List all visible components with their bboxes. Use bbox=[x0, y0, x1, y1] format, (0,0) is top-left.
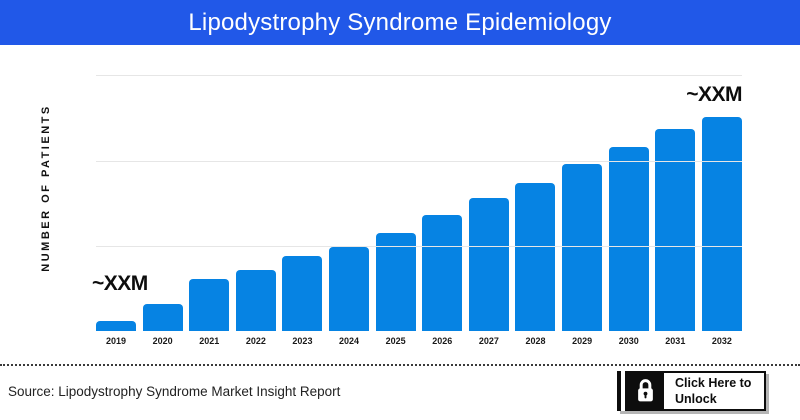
x-tick-label-2020: 2020 bbox=[152, 336, 173, 346]
bar-column-2030: 2030 bbox=[608, 75, 649, 346]
x-tick-label-2032: 2032 bbox=[711, 336, 732, 346]
bar-2027 bbox=[468, 197, 509, 331]
source-text: Source: Lipodystrophy Syndrome Market In… bbox=[8, 384, 341, 399]
bar-2020 bbox=[142, 304, 183, 331]
button-label-box: Click Here to Unlock bbox=[664, 373, 765, 409]
bar-2025 bbox=[375, 232, 416, 331]
header-banner: Lipodystrophy Syndrome Epidemiology bbox=[0, 0, 800, 45]
x-tick-label-2028: 2028 bbox=[525, 336, 546, 346]
bar-column-2023: 2023 bbox=[282, 75, 323, 346]
x-tick-label-2031: 2031 bbox=[665, 336, 686, 346]
button-label: Click Here to Unlock bbox=[675, 375, 752, 406]
bar-column-2021: 2021 bbox=[189, 75, 230, 346]
x-tick-label-2021: 2021 bbox=[199, 336, 220, 346]
bar-column-2027: 2027 bbox=[468, 75, 509, 346]
button-accent-gap bbox=[621, 371, 625, 411]
x-tick-label-2019: 2019 bbox=[105, 336, 127, 346]
click-here-to-unlock-button[interactable]: Click Here to Unlock bbox=[617, 371, 767, 411]
bar-2031 bbox=[655, 129, 696, 331]
button-accent-bar bbox=[617, 371, 621, 411]
x-tick-label-2025: 2025 bbox=[385, 336, 406, 346]
bar-column-2019: 2019 bbox=[96, 75, 136, 346]
bar-2026 bbox=[422, 215, 463, 331]
bar-2021 bbox=[189, 279, 230, 331]
gridline bbox=[96, 246, 742, 247]
gridline bbox=[96, 161, 742, 162]
padlock-icon bbox=[638, 379, 653, 402]
first-bar-value-annotation: ~XXM bbox=[92, 272, 148, 295]
bar-2029 bbox=[562, 164, 603, 331]
footer-divider bbox=[0, 364, 800, 366]
x-tick-label-2030: 2030 bbox=[618, 336, 639, 346]
bar-column-2020: 2020 bbox=[142, 75, 183, 346]
bar-2023 bbox=[282, 256, 323, 331]
bar-2022 bbox=[235, 270, 276, 331]
x-tick-label-2026: 2026 bbox=[432, 336, 453, 346]
x-tick-label-2029: 2029 bbox=[572, 336, 593, 346]
bar-chart-plot-area: 2019 2020 2021 2022 2023 2024 2025 2026 2027 2028… bbox=[96, 75, 742, 346]
bar-column-2024: 2024 bbox=[329, 75, 370, 346]
bar-column-2025: 2025 bbox=[375, 75, 416, 346]
bar-column-2029: 2029 bbox=[562, 75, 603, 346]
page-title: Lipodystrophy Syndrome Epidemiology bbox=[188, 8, 612, 36]
x-tick-label-2023: 2023 bbox=[292, 336, 313, 346]
bar-2019 bbox=[96, 321, 136, 331]
lock-icon-box bbox=[627, 373, 664, 409]
bar-column-2026: 2026 bbox=[422, 75, 463, 346]
last-bar-value-annotation: ~XXM bbox=[686, 83, 742, 106]
bar-2028 bbox=[515, 183, 556, 331]
bar-column-2032: 2032 bbox=[701, 75, 742, 346]
bar-column-2028: 2028 bbox=[515, 75, 556, 346]
bar-2030 bbox=[608, 146, 649, 331]
x-tick-label-2024: 2024 bbox=[339, 336, 360, 346]
x-tick-label-2027: 2027 bbox=[478, 336, 499, 346]
bar-column-2022: 2022 bbox=[235, 75, 276, 346]
bar-2024 bbox=[329, 247, 370, 331]
bar-column-2031: 2031 bbox=[655, 75, 696, 346]
y-axis-label: NUMBER OF PATIENTS bbox=[40, 104, 52, 272]
bar-2032 bbox=[701, 116, 742, 331]
bars: 2019 2020 2021 2022 2023 2024 2025 2026 2027 2028… bbox=[96, 75, 742, 346]
gridline bbox=[96, 75, 742, 76]
button-body: Click Here to Unlock bbox=[625, 371, 767, 411]
x-tick-label-2022: 2022 bbox=[245, 336, 266, 346]
